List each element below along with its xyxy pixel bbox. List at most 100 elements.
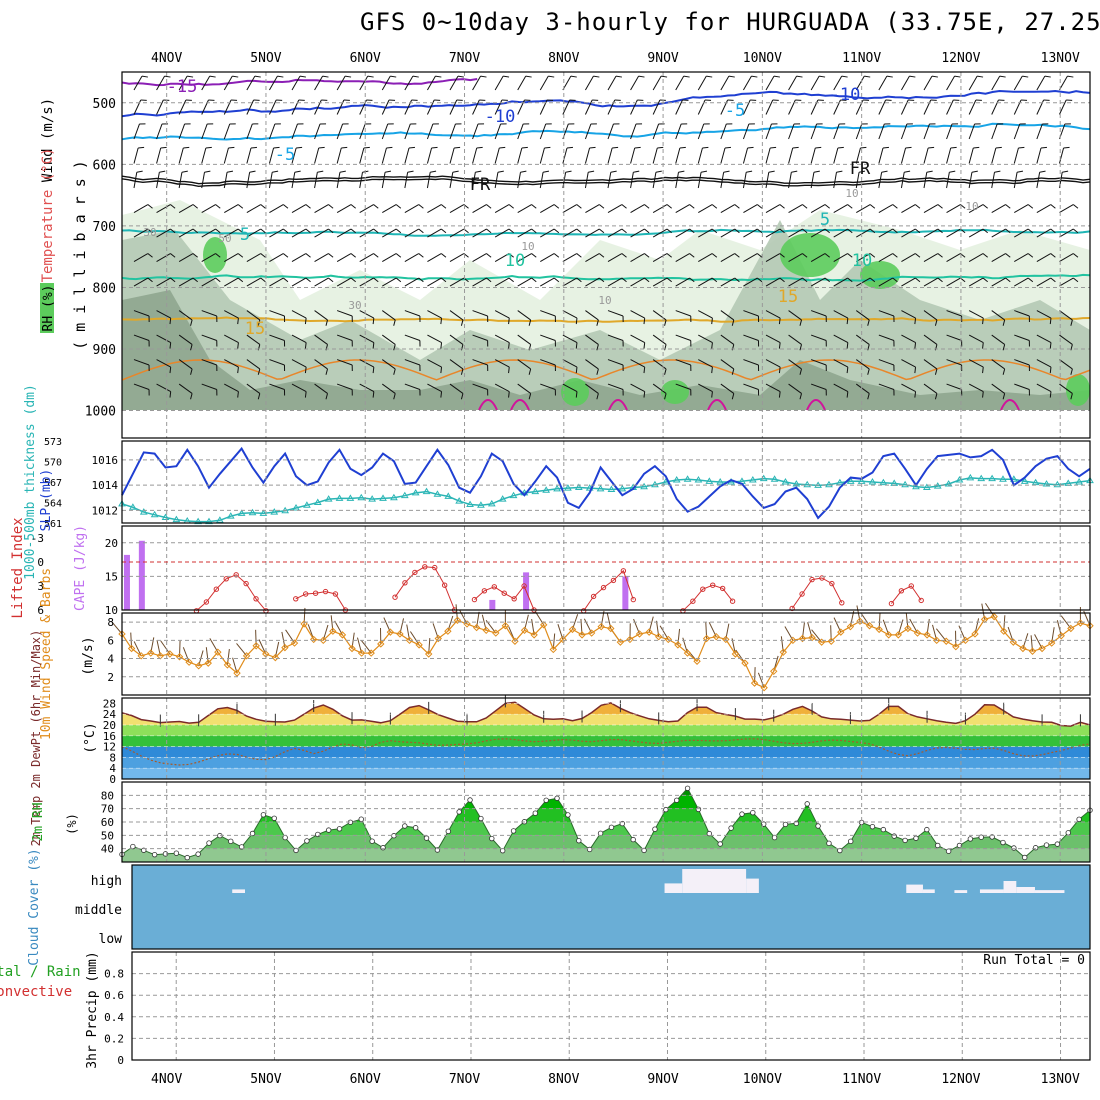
wind-barb [494, 123, 502, 140]
wind-barb [607, 75, 617, 91]
wind-barb-flag [937, 228, 943, 234]
thickness-point [618, 484, 627, 492]
wind-barb [697, 75, 707, 91]
wind-barb-flag [294, 170, 301, 173]
rh-shading [122, 220, 1090, 410]
wind-barb [540, 359, 556, 366]
wind-barb-flag [384, 170, 392, 173]
wind-barb [381, 359, 396, 370]
wind-barb-flag [1002, 344, 1006, 351]
wind-barb [178, 75, 188, 91]
wind-barb [698, 334, 713, 343]
wind-barb [652, 334, 667, 345]
wind-barb [675, 277, 690, 287]
wind-barb-flag [678, 170, 685, 173]
wind-barb [336, 228, 352, 238]
wind-barb [630, 310, 645, 319]
thickness-point [477, 501, 485, 508]
wind-barb-flag [643, 342, 646, 349]
wind-barb [314, 334, 328, 345]
wind-barb [585, 359, 599, 370]
lifted-index-point [392, 594, 398, 600]
wind-barb-flag [521, 146, 528, 149]
rh-band [122, 848, 1090, 862]
wind-barb [133, 253, 149, 262]
thickness-point [716, 478, 725, 485]
wind-barb-flag [159, 170, 166, 173]
wind-barb-flag [190, 393, 193, 400]
wind-speed-point [463, 620, 471, 628]
wind-barb [1059, 277, 1074, 287]
wind-barb [810, 172, 815, 189]
wind-barb [291, 123, 298, 140]
wind-barb [472, 147, 478, 164]
wind-barb [991, 277, 1006, 287]
wind-barb-flag [588, 170, 595, 173]
wind-speed-point [683, 649, 692, 657]
rh-point [456, 809, 462, 815]
wind-barb-flag [272, 170, 279, 173]
wind-barb-flag [190, 319, 193, 326]
wind-barb [788, 147, 794, 164]
wind-barb-flag [418, 253, 424, 258]
rh-point [706, 830, 713, 837]
wind-barb [156, 359, 171, 368]
wind-barb [810, 147, 816, 164]
wind-barb [517, 310, 531, 321]
wind-speed-point [434, 634, 442, 643]
date-label-bottom: 13NOV [1041, 1072, 1080, 1087]
wind-barb [788, 277, 803, 287]
wind-speed-point [204, 659, 212, 667]
wind-barb [585, 253, 600, 262]
wind-barb-flag [273, 146, 280, 149]
wind-barb [607, 383, 624, 390]
wind-barb [314, 172, 318, 189]
wind-barb-flag [350, 228, 356, 234]
wind-barb-flag [1049, 366, 1052, 374]
wind-barb [1014, 359, 1030, 366]
wind-barb [314, 277, 329, 287]
cloud-block [232, 889, 245, 893]
wind-speed-point [779, 648, 788, 656]
temp-tick-label: 16 [103, 730, 116, 743]
wind-barb [472, 359, 488, 366]
wind-barb-flag [395, 253, 402, 258]
lifted-index-point [481, 588, 488, 594]
wind-barb [156, 334, 171, 343]
lifted-index-line [682, 584, 733, 612]
contour-label: 50 [218, 232, 231, 245]
cloud-block [906, 884, 923, 893]
wind-barb-flag [778, 342, 781, 349]
wind-speed-point [712, 632, 720, 641]
wind-barb [427, 277, 442, 287]
wind-barb [607, 359, 624, 366]
wind-barb-flag [528, 368, 532, 375]
wind-barb [584, 123, 592, 140]
wind-barb [991, 172, 995, 189]
wind-barb-flag [192, 204, 198, 209]
wind-barb-flag [971, 170, 978, 173]
wind-barb-flag [1070, 344, 1073, 351]
wind-barb-flag [841, 75, 848, 78]
wind-barb [472, 253, 487, 262]
wind-barb [381, 334, 396, 345]
cape-bar [138, 540, 145, 610]
wind-barb-flag [486, 253, 492, 258]
wind-barb [178, 204, 194, 213]
wind-barb-flag [299, 75, 307, 78]
wind-barb-flag [553, 277, 560, 283]
contour-label: 10 [505, 251, 525, 271]
wind-barb-flag [824, 204, 830, 209]
wind-barb [111, 621, 123, 635]
wind-barb-flag [1070, 319, 1073, 326]
wind-barb-flag [1040, 146, 1048, 149]
wind-barb [1059, 204, 1074, 213]
wind-barb-flag [373, 253, 379, 258]
wind-barb [720, 334, 735, 345]
wind-barb-flag [435, 75, 442, 78]
wind-barb [968, 383, 984, 392]
wind-barb [201, 277, 216, 287]
wind-barb [1036, 334, 1052, 343]
wind-speed-point [731, 650, 740, 658]
wind-barb-flag [973, 146, 980, 149]
